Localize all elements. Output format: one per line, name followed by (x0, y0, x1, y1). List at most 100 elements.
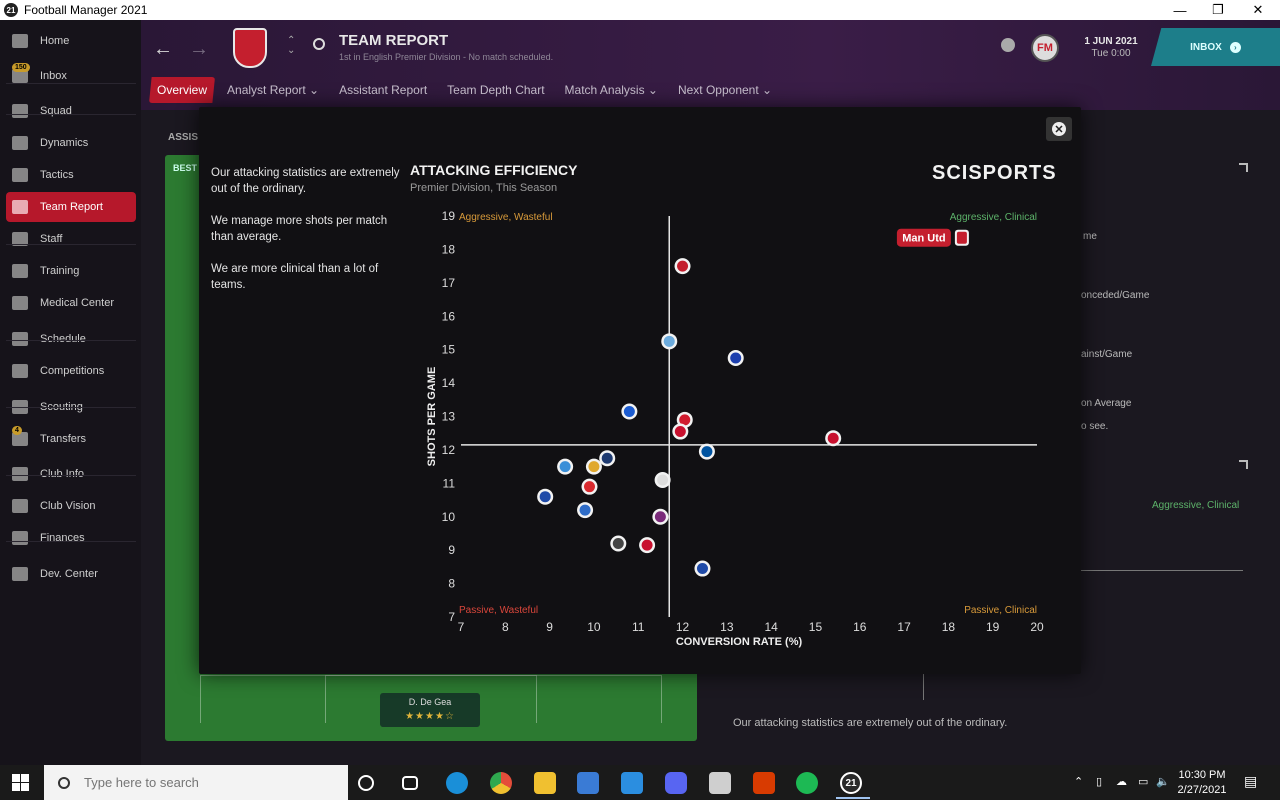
back-arrow-icon[interactable]: ← (153, 38, 173, 60)
calendar-icon (12, 332, 28, 346)
team-crest-point-inner (679, 414, 691, 426)
expand-icon-2[interactable] (1239, 460, 1248, 469)
sidebar: Home Inbox 150 Squad Dynamics Tactics Team Rep… (0, 20, 141, 765)
discord-icon[interactable] (665, 772, 687, 794)
chrome-icon[interactable] (490, 772, 512, 794)
taskbar-search[interactable] (44, 765, 348, 800)
edge-icon[interactable] (446, 772, 468, 794)
globe-icon[interactable] (1001, 38, 1015, 52)
sidebar-item-finances[interactable]: Finances (6, 523, 136, 553)
tray-device-icon[interactable]: ▯ (1096, 776, 1103, 788)
file-explorer-icon[interactable] (534, 772, 556, 794)
sidebar-divider (6, 407, 136, 408)
tab-overview[interactable]: Overview (149, 77, 216, 103)
sidebar-item-schedule[interactable]: Schedule (6, 324, 136, 354)
notifications-icon[interactable]: ▤ (1244, 773, 1258, 789)
tab-analyst-report[interactable]: Analyst Report ⌄ (227, 83, 320, 97)
team-crest-point-inner (583, 481, 595, 493)
dynamics-icon (12, 136, 28, 150)
staff-icon (12, 232, 28, 246)
club-crest[interactable] (233, 28, 267, 68)
y-tick-label: 14 (442, 376, 456, 390)
x-tick-label: 20 (1030, 620, 1044, 634)
x-tick-label: 9 (546, 620, 553, 634)
fm-app-icon: 21 (4, 3, 18, 17)
inbox-continue-button[interactable]: INBOX › (1151, 28, 1280, 66)
expand-icon[interactable] (1239, 163, 1248, 172)
close-window-button[interactable]: ✕ (1252, 2, 1264, 17)
store-icon[interactable] (577, 772, 599, 794)
finances-icon (12, 531, 28, 545)
clock-time: 10:30 PM (1178, 769, 1226, 781)
search-icon[interactable] (313, 38, 325, 50)
sidebar-item-dynamics[interactable]: Dynamics (6, 128, 136, 158)
sidebar-item-label: Transfers (40, 433, 87, 445)
close-modal-button[interactable]: ✕ (1046, 117, 1072, 141)
tactics-icon (12, 168, 28, 182)
forward-arrow-icon[interactable]: → (189, 38, 209, 60)
sidebar-divider (6, 340, 136, 341)
fm21-icon[interactable]: 21 (836, 772, 870, 799)
sidebar-item-label: Home (40, 35, 70, 47)
sidebar-item-club-info[interactable]: Club Info (6, 459, 136, 489)
insight-text-2: We manage more shots per match than aver… (211, 215, 388, 243)
team-crest-point-inner (701, 446, 713, 458)
sidebar-item-competitions[interactable]: Competitions (6, 356, 136, 386)
scisports-logo: SCISPORTS (932, 162, 1057, 184)
assistant-section-label: ASSIS (168, 132, 199, 143)
man-utd-label-bg (896, 228, 951, 247)
tray-cloud-icon[interactable]: ☁ (1116, 776, 1127, 788)
club-switcher-icon[interactable]: ⌃ ⌄ (287, 35, 296, 56)
tray-network-icon[interactable]: ▭ (1138, 776, 1149, 788)
y-tick-label: 15 (442, 343, 456, 357)
x-tick-label: 8 (502, 620, 509, 634)
goalkeeper-card[interactable]: D. De Gea ★★★★☆ (380, 693, 480, 727)
sidebar-item-club-vision[interactable]: Club Vision (6, 491, 136, 521)
tray-chevron-icon[interactable]: ⌃ (1074, 776, 1084, 788)
mail-icon[interactable] (621, 772, 643, 794)
sidebar-item-transfers[interactable]: Transfers (6, 424, 136, 454)
sidebar-item-team-report[interactable]: Team Report (6, 192, 136, 222)
restore-button[interactable]: ❐ (1212, 2, 1224, 17)
tab-team-depth-chart[interactable]: Team Depth Chart (447, 83, 545, 97)
sidebar-item-training[interactable]: Training (6, 256, 136, 286)
spotify-icon[interactable] (796, 772, 818, 794)
sidebar-item-label: Schedule (40, 333, 86, 345)
sidebar-item-staff[interactable]: Staff (6, 224, 136, 254)
sidebar-item-label: Club Vision (40, 500, 96, 512)
x-tick-label: 14 (764, 620, 778, 634)
y-tick-label: 16 (442, 309, 456, 323)
team-crest-point-inner (657, 474, 669, 486)
fm-logo-icon[interactable]: FM (1031, 34, 1059, 62)
game-time: Tue 0:00 (1091, 48, 1131, 59)
man-utd-label: Man Utd (902, 233, 945, 245)
minimize-button[interactable]: — (1173, 2, 1187, 18)
start-button[interactable] (12, 774, 29, 791)
windows-taskbar: 21 ⌃ ▯ ☁ ▭ 🔈 10:30 PM 2/27/2021 ▤ (0, 765, 1280, 800)
header-tabs: Overview Analyst Report ⌄ Assistant Report… (149, 77, 784, 103)
sidebar-item-tactics[interactable]: Tactics (6, 160, 136, 190)
taskbar-clock[interactable]: 10:30 PM 2/27/2021 (1172, 768, 1232, 798)
tab-match-analysis[interactable]: Match Analysis ⌄ (564, 83, 658, 97)
summary-text-1: me (1083, 231, 1097, 242)
tab-assistant-report[interactable]: Assistant Report (339, 83, 428, 97)
taskbar-search-input[interactable] (84, 775, 324, 790)
summary-text-5: o see. (1081, 421, 1109, 432)
box-icon[interactable] (709, 772, 731, 794)
sidebar-item-squad[interactable]: Squad (6, 96, 136, 126)
sidebar-item-medical-center[interactable]: Medical Center (6, 288, 136, 318)
sidebar-divider (6, 475, 136, 476)
office-icon[interactable] (753, 772, 775, 794)
sidebar-item-dev-center[interactable]: Dev. Center (6, 559, 136, 589)
mini-quadrant-label: Aggressive, Clinical (1152, 500, 1240, 511)
tray-volume-icon[interactable]: 🔈 (1156, 776, 1170, 788)
cortana-icon[interactable] (358, 775, 374, 791)
tab-next-opponent[interactable]: Next Opponent ⌄ (677, 83, 773, 97)
sidebar-item-home[interactable]: Home (6, 26, 136, 56)
summary-text-4: on Average (1081, 398, 1132, 409)
shirt-icon (12, 104, 28, 118)
sidebar-item-inbox[interactable]: Inbox (6, 61, 136, 91)
y-tick-label: 10 (442, 510, 456, 524)
task-view-icon[interactable] (402, 776, 418, 790)
x-tick-label: 13 (720, 620, 734, 634)
